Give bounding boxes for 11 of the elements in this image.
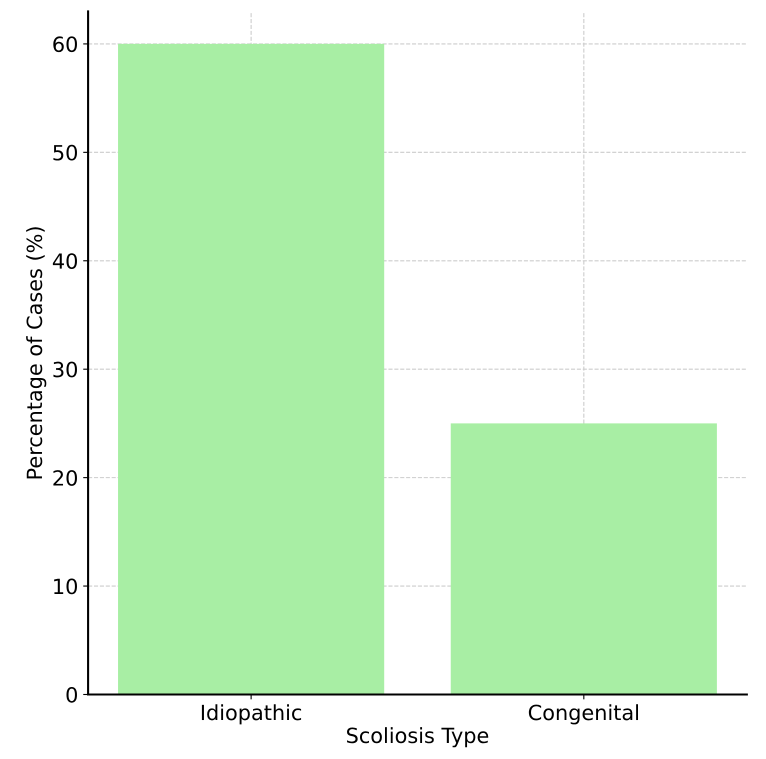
y-tick-label: 50 <box>53 144 77 161</box>
y-tick-label: 40 <box>52 253 77 269</box>
x-tick-label: Congenital <box>528 704 638 724</box>
y-tick-label: 0 <box>66 686 77 703</box>
y-tick-label: 20 <box>53 470 77 486</box>
x-axis-title: Scoliosis Type <box>346 727 488 748</box>
y-tick-label: 60 <box>53 36 77 52</box>
x-tick-label: Idiopathic <box>202 704 302 724</box>
y-tick-label: 10 <box>54 578 77 594</box>
y-tick-label: 30 <box>53 362 77 378</box>
y-axis-title: Percentage of Cases (%) <box>26 227 46 478</box>
